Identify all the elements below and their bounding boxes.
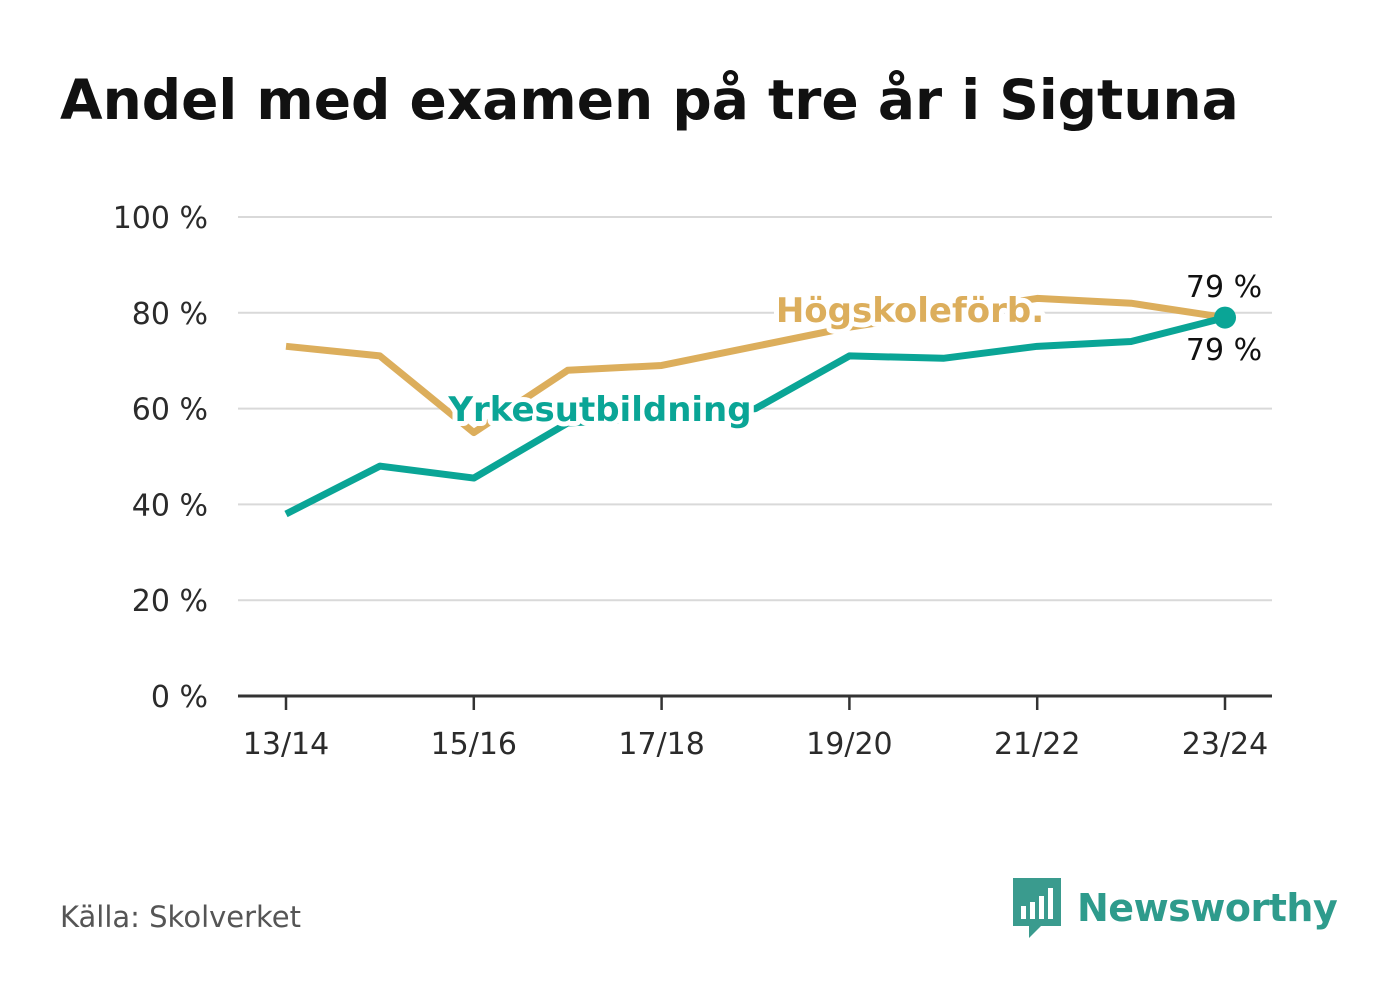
x-tick-label: 17/18 [618,727,704,762]
newsworthy-logo-icon [1013,878,1061,938]
y-tick-label: 20 % [132,584,208,619]
y-tick-label: 40 % [132,488,208,523]
source-note: Källa: Skolverket [60,900,302,934]
end-value-label: 79 % [1186,333,1262,368]
x-tick-label: 19/20 [806,727,892,762]
brand-logo[interactable]: Newsworthy [1011,876,1338,940]
series-label-halo: Yrkesutbildning [447,390,751,430]
series-label-halo: Högskoleförb. [776,291,1044,331]
brand-name: Newsworthy [1077,886,1338,930]
axes: 0 % 20 % 40 % 60 % 80 % 100 % 13/14 15/16 17/18 1… [113,201,1272,762]
x-tick-label: 23/24 [1182,727,1268,762]
line-chart: 0 % 20 % 40 % 60 % 80 % 100 % 13/14 15/16 17/18 1… [113,201,1272,762]
labels: Högskoleförb.Högskoleförb.Yrkesutbildnin… [442,270,1262,435]
x-tick-label: 15/16 [431,727,517,762]
y-tick-label: 100 % [113,201,208,236]
series-label: Högskoleförb. [776,291,1044,331]
series-label: Yrkesutbildning [447,390,751,430]
x-tick-label: 21/22 [994,727,1080,762]
series-line-0 [285,294,1226,437]
x-tick-label: 13/14 [243,727,329,762]
y-tick-label: 0 % [151,680,208,715]
y-tick-label: 60 % [132,393,208,428]
end-value-label: 79 % [1186,270,1262,305]
chart-title: Andel med examen på tre år i Sigtuna [60,68,1239,132]
end-point-marker [1214,306,1236,329]
series-lines [284,294,1236,518]
y-tick-label: 80 % [132,297,208,332]
series-line-1 [284,314,1226,518]
